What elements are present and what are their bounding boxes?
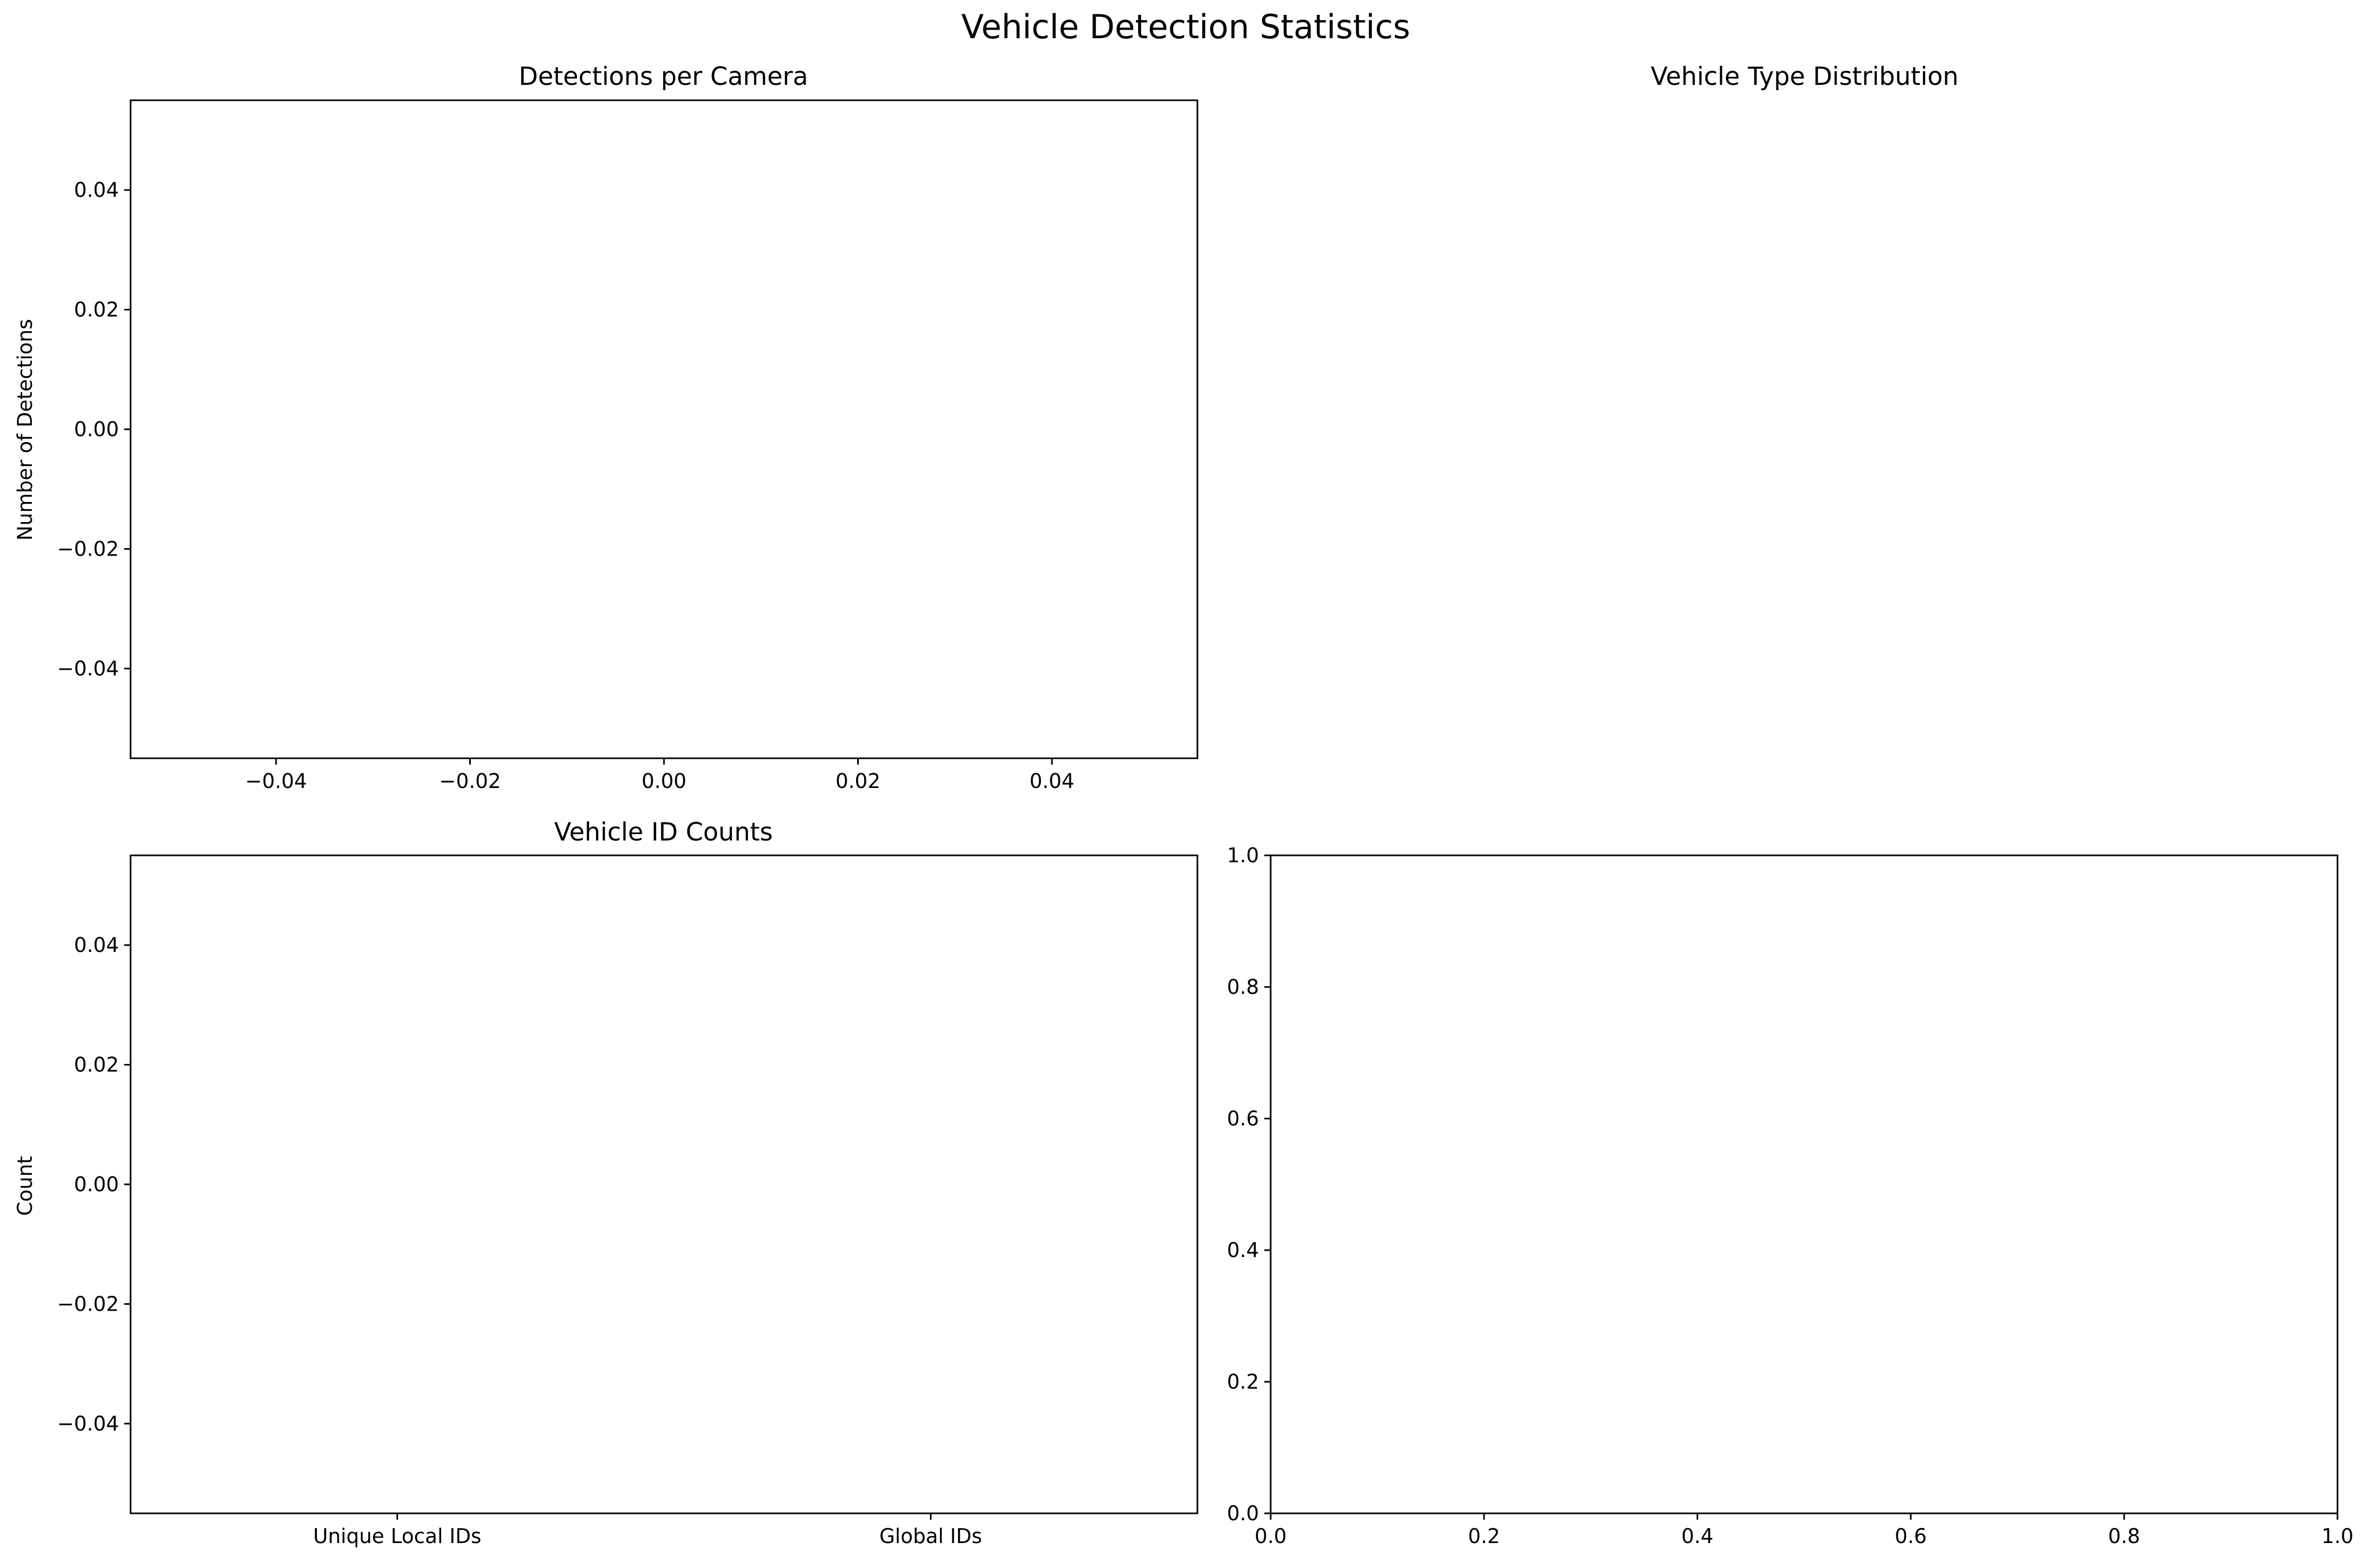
x-tick-label: Unique Local IDs — [313, 1524, 481, 1548]
panel-vehicle-type-distribution: Vehicle Type Distribution — [1651, 62, 1959, 91]
y-tick-label: 0.02 — [74, 298, 119, 322]
panel-detections-per-camera: Detections per Camera Number of Detectio… — [13, 62, 1198, 793]
x-tick-label: 0.6 — [1895, 1524, 1927, 1548]
figure-title: Vehicle Detection Statistics — [961, 7, 1410, 46]
x-tick-label: 0.02 — [835, 769, 881, 793]
y-tick-label: 0.04 — [74, 933, 119, 957]
panel-title: Vehicle ID Counts — [554, 818, 773, 847]
y-tick-label: −0.04 — [57, 657, 119, 680]
y-axis-label: Count — [13, 1156, 37, 1216]
y-tick-label: 0.04 — [74, 178, 119, 202]
x-tick-label: 0.00 — [642, 769, 687, 793]
plot-area — [1270, 854, 2339, 1514]
x-tick-label: 0.04 — [1030, 769, 1075, 793]
x-tick-label: 0.4 — [1681, 1524, 1713, 1548]
axes: 1.0 0.8 0.6 0.4 0.2 0.00.0 0.2 0.4 0.6 0.8 1.0 — [1227, 844, 2354, 1548]
y-tick-label: 0.2 — [1227, 1370, 1259, 1393]
x-tick-label: −0.02 — [439, 769, 501, 793]
panel-title: Vehicle Type Distribution — [1651, 62, 1959, 91]
x-tick-label: Global IDs — [879, 1524, 982, 1548]
y-tick-label: 0.02 — [74, 1053, 119, 1077]
x-tick-label: 0.0 — [1255, 1524, 1287, 1548]
x-tick-label: 0.2 — [1468, 1524, 1500, 1548]
panel-empty-axes: 1.0 0.8 0.6 0.4 0.2 0.00.0 0.2 0.4 0.6 0.8 1.0 — [1227, 844, 2354, 1548]
axes: 0.04 0.02 0.00 −0.02 −0.04 −0.04 −0.02 0.00 0.02… — [57, 178, 1075, 793]
x-tick-label: 1.0 — [2322, 1524, 2353, 1548]
y-tick-label: 0.00 — [74, 1173, 119, 1196]
y-tick-label: 0.0 — [1227, 1502, 1259, 1525]
y-tick-label: 0.00 — [74, 418, 119, 441]
x-tick-label: 0.8 — [2108, 1524, 2140, 1548]
y-tick-label: 0.4 — [1227, 1238, 1259, 1262]
panel-title: Detections per Camera — [519, 62, 808, 91]
y-tick-label: 1.0 — [1227, 844, 1259, 867]
y-tick-label: −0.02 — [57, 1292, 119, 1315]
y-tick-label: −0.02 — [57, 537, 119, 560]
y-tick-label: 0.6 — [1227, 1107, 1259, 1130]
y-tick-label: −0.04 — [57, 1412, 119, 1435]
x-tick-label: −0.04 — [245, 769, 307, 793]
y-axis-label: Number of Detections — [13, 319, 37, 541]
y-tick-label: 0.8 — [1227, 975, 1259, 999]
panel-vehicle-id-counts: Vehicle ID Counts Count 0.04 0.02 0.00 −0.0… — [13, 818, 1198, 1548]
axes: 0.04 0.02 0.00 −0.02 −0.04 Unique Local IDs Gl… — [57, 933, 982, 1548]
